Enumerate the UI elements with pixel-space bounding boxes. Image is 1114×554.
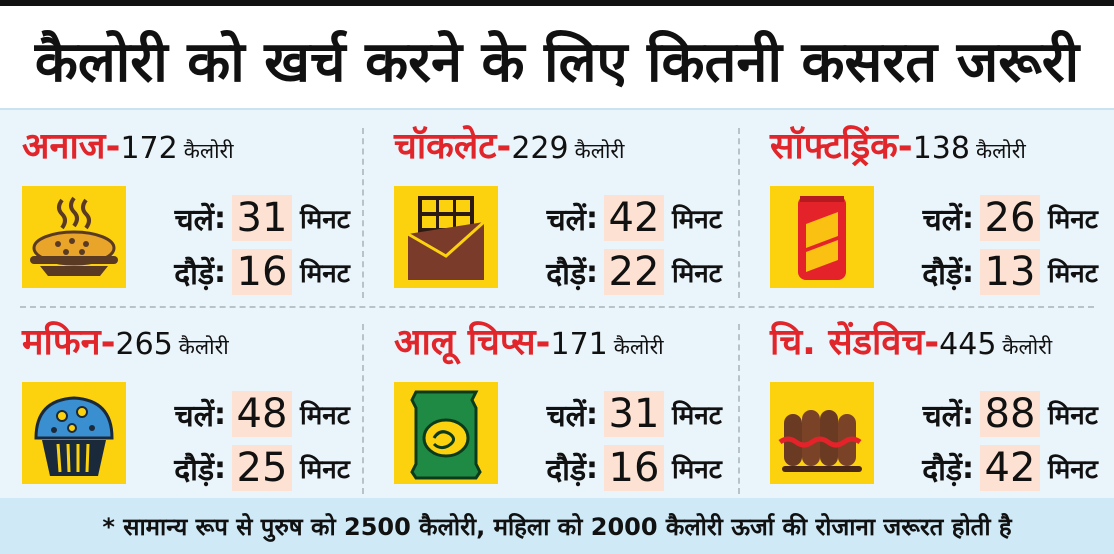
run-row: दौड़ें: 16 मिनट xyxy=(142,246,350,298)
run-minutes: 16 xyxy=(604,445,664,491)
minute-unit: मिनट xyxy=(1048,205,1098,235)
run-label: दौड़ें xyxy=(174,452,214,488)
sandwich-icon xyxy=(770,382,874,484)
calorie-value: 229 xyxy=(511,131,569,166)
run-minutes: 42 xyxy=(980,445,1040,491)
walk-minutes: 48 xyxy=(232,391,292,437)
minute-unit: मिनट xyxy=(300,259,350,289)
run-row: दौड़ें: 22 मिनट xyxy=(514,246,722,298)
walk-row: चलें: 31 मिनट xyxy=(142,192,350,244)
calorie-unit: कैलोरी xyxy=(613,335,664,359)
food-name: अनाज- xyxy=(22,126,121,167)
run-row: दौड़ें: 13 मिनट xyxy=(890,246,1098,298)
column-divider xyxy=(738,324,740,494)
food-grid-panel: अनाज- 172 कैलोरी चलें: xyxy=(0,108,1114,498)
run-label: दौड़ें xyxy=(174,256,214,292)
muffin-icon xyxy=(22,382,126,484)
calorie-value: 171 xyxy=(550,327,608,362)
minute-unit: मिनट xyxy=(1048,259,1098,289)
calorie-value: 445 xyxy=(939,327,997,362)
walk-minutes: 26 xyxy=(980,195,1040,241)
food-heading: अनाज- 172 कैलोरी xyxy=(22,120,234,170)
run-row: दौड़ें: 25 मिनट xyxy=(142,442,350,494)
calorie-unit: कैलोरी xyxy=(183,139,234,163)
run-minutes: 25 xyxy=(232,445,292,491)
calorie-unit: कैलोरी xyxy=(574,139,625,163)
walk-minutes: 42 xyxy=(604,195,664,241)
food-heading: चॉकलेट- 229 कैलोरी xyxy=(394,120,624,170)
food-heading: आलू चिप्स- 171 कैलोरी xyxy=(394,316,664,366)
minute-unit: मिनट xyxy=(300,205,350,235)
chips-packet-icon xyxy=(394,382,498,484)
food-name: चॉकलेट- xyxy=(394,126,512,167)
grain-bowl-icon xyxy=(22,186,126,288)
walk-label: चलें xyxy=(174,202,214,238)
chocolate-bar-icon xyxy=(394,186,498,288)
minute-unit: मिनट xyxy=(672,259,722,289)
run-label: दौड़ें xyxy=(922,256,962,292)
walk-label: चलें xyxy=(922,202,962,238)
run-minutes: 22 xyxy=(604,249,664,295)
walk-label: चलें xyxy=(546,202,586,238)
soft-drink-can-icon xyxy=(770,186,874,288)
walk-minutes: 88 xyxy=(980,391,1040,437)
food-card-chocolate: चॉकलेट- 229 कैलोरी चलें: 42 मिनट दौड़ xyxy=(394,120,754,295)
minute-unit: मिनट xyxy=(672,205,722,235)
walk-row: चलें: 88 मिनट xyxy=(890,388,1098,440)
walk-label: चलें xyxy=(174,398,214,434)
run-label: दौड़ें xyxy=(546,256,586,292)
walk-row: चलें: 26 मिनट xyxy=(890,192,1098,244)
column-divider xyxy=(362,324,364,494)
page-title: कैलोरी को खर्च करने के लिए कितनी कसरत जर… xyxy=(34,30,1080,95)
walk-row: चलें: 31 मिनट xyxy=(514,388,722,440)
minute-unit: मिनट xyxy=(300,455,350,485)
minute-unit: मिनट xyxy=(1048,455,1098,485)
run-label: दौड़ें xyxy=(546,452,586,488)
food-name: मफिन- xyxy=(22,322,116,363)
food-name: सॉफ्टड्रिंक- xyxy=(770,126,913,167)
column-divider xyxy=(362,128,364,298)
food-name: चि. सेंडविच- xyxy=(770,322,940,363)
run-label: दौड़ें xyxy=(922,452,962,488)
run-row: दौड़ें: 42 मिनट xyxy=(890,442,1098,494)
walk-row: चलें: 42 मिनट xyxy=(514,192,722,244)
food-heading: सॉफ्टड्रिंक- 138 कैलोरी xyxy=(770,120,1026,170)
calorie-unit: कैलोरी xyxy=(975,139,1026,163)
minute-unit: मिनट xyxy=(1048,401,1098,431)
walk-minutes: 31 xyxy=(604,391,664,437)
top-rule xyxy=(0,0,1114,6)
food-card-softdrink: सॉफ्टड्रिंक- 138 कैलोरी चलें: 26 मिनट दौ… xyxy=(770,120,1114,295)
food-card-grain: अनाज- 172 कैलोरी चलें: xyxy=(22,120,382,295)
calorie-value: 172 xyxy=(120,131,178,166)
calorie-value: 265 xyxy=(115,327,173,362)
food-name: आलू चिप्स- xyxy=(394,322,551,363)
walk-minutes: 31 xyxy=(232,195,292,241)
food-card-chips: आलू चिप्स- 171 कैलोरी चलें: 31 मिनट दौड़… xyxy=(394,316,754,491)
run-minutes: 13 xyxy=(980,249,1040,295)
walk-label: चलें xyxy=(546,398,586,434)
row-divider xyxy=(20,306,1094,308)
food-card-muffin: मफिन- 265 कैलोरी चले xyxy=(22,316,382,491)
minute-unit: मिनट xyxy=(300,401,350,431)
calorie-unit: कैलोरी xyxy=(1002,335,1053,359)
food-heading: मफिन- 265 कैलोरी xyxy=(22,316,229,366)
calorie-value: 138 xyxy=(912,131,970,166)
column-divider xyxy=(738,128,740,298)
walk-label: चलें xyxy=(922,398,962,434)
food-heading: चि. सेंडविच- 445 कैलोरी xyxy=(770,316,1052,366)
run-row: दौड़ें: 16 मिनट xyxy=(514,442,722,494)
calorie-unit: कैलोरी xyxy=(178,335,229,359)
footnote: * सामान्य रूप से पुरुष को 2500 कैलोरी, म… xyxy=(0,498,1114,554)
food-card-sandwich: चि. सेंडविच- 445 कैलोरी चलें: 88 मिनट xyxy=(770,316,1114,491)
minute-unit: मिनट xyxy=(672,401,722,431)
walk-row: चलें: 48 मिनट xyxy=(142,388,350,440)
run-minutes: 16 xyxy=(232,249,292,295)
minute-unit: मिनट xyxy=(672,455,722,485)
